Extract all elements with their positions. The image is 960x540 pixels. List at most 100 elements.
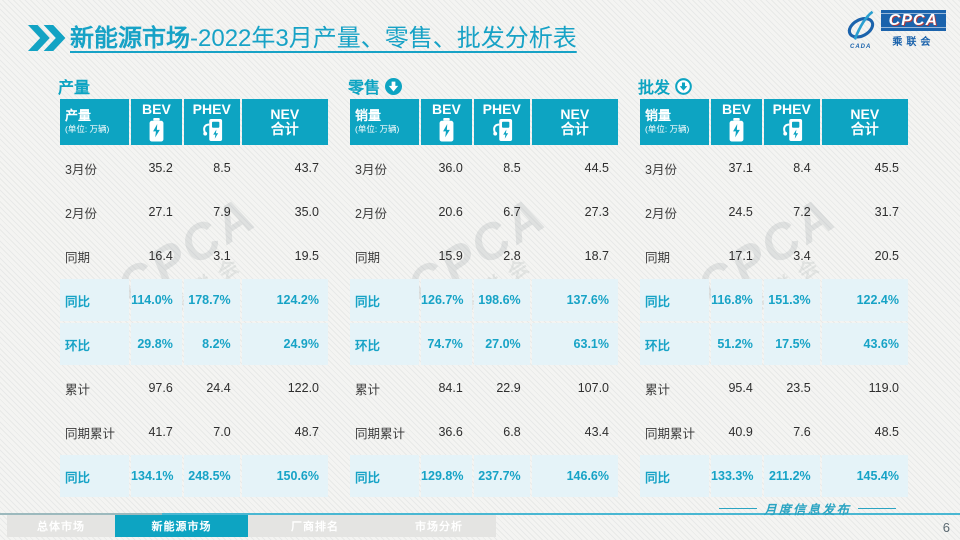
section-title-retail: 零售	[348, 80, 381, 97]
row-label: 同期累计	[645, 426, 696, 441]
column-label: NEV 合计	[270, 106, 300, 137]
value-cell: 16.4	[148, 249, 173, 263]
value-cell: 27.0%	[473, 323, 530, 365]
logo-text-block: CPCA 乘联会	[880, 10, 947, 48]
header-row: 销量 (单位: 万辆) BEV PHEV NEV 合计	[640, 99, 908, 145]
section-title-wholesale: 批发	[638, 80, 671, 97]
double-chevron-icon	[28, 24, 68, 57]
table-row: 环比 51.2% 17.5% 43.6%	[640, 323, 908, 365]
column-header-nev-total: NEV 合计	[241, 99, 328, 145]
column-label: NEV 合计	[560, 106, 590, 137]
value-cell: 24.9%	[241, 323, 328, 365]
value-cell: 2.8	[503, 249, 521, 263]
value-cell: 129.8%	[421, 455, 472, 497]
table-measure-label: 销量	[355, 108, 382, 124]
table-row: 同比 126.7% 198.6% 137.6%	[350, 279, 618, 321]
data-table-retail: 销量 (单位: 万辆) BEV PHEV NEV 合计 3月份 36.0 8.5 44.5 2月份…	[348, 97, 620, 499]
table-row: 同比 116.8% 151.3% 122.4%	[640, 279, 908, 321]
footer-tab-bar: 总体市场 新能源市场 厂商排名 市场分析	[7, 515, 496, 537]
tab-oem-ranking[interactable]: 厂商排名	[248, 515, 382, 537]
value-cell: 126.7%	[421, 279, 472, 321]
row-label: 3月份	[355, 162, 387, 177]
value-cell: 8.5	[503, 161, 521, 175]
value-cell: 178.7%	[183, 279, 240, 321]
column-header-bev: BEV	[131, 99, 182, 145]
table-row: 环比 29.8% 8.2% 24.9%	[60, 323, 328, 365]
filled-down-circle-icon	[385, 77, 403, 95]
table-measure-label: 销量	[645, 108, 672, 124]
table-row: 2月份 27.1 7.9 35.0	[60, 191, 328, 233]
row-label: 环比	[640, 323, 710, 365]
row-label: 同期	[355, 250, 381, 265]
row-label: 3月份	[645, 162, 677, 177]
value-cell: 36.0	[438, 161, 463, 175]
column-label: BEV	[432, 101, 461, 118]
table-row: 同比 133.3% 211.2% 145.4%	[640, 455, 908, 497]
value-cell: 43.6%	[821, 323, 908, 365]
section-head-retail: 零售	[348, 76, 620, 97]
page-number: 6	[942, 520, 950, 535]
value-cell: 107.0	[577, 381, 609, 395]
footer-note-text: 月度信息发布	[763, 502, 851, 517]
value-cell: 6.8	[503, 425, 521, 439]
row-label: 同比	[640, 279, 710, 321]
header-row: 销量 (单位: 万辆) BEV PHEV NEV 合计	[350, 99, 618, 145]
panel-production: 产量 产量 (单位: 万辆) BEV PHEV NEV 合计 3月份 35.2 8.5 43.7 2…	[58, 76, 330, 499]
value-cell: 7.6	[793, 425, 811, 439]
table-row: 同期累计 41.7 7.0 48.7	[60, 411, 328, 453]
row-label: 环比	[350, 323, 420, 365]
value-cell: 122.4%	[821, 279, 908, 321]
battery-icon	[729, 117, 744, 142]
table-corner-cell: 产量 (单位: 万辆)	[60, 99, 130, 145]
table-row: 累计 97.6 24.4 122.0	[60, 367, 328, 409]
note-dash-right	[858, 508, 896, 509]
value-cell: 7.2	[793, 205, 811, 219]
value-cell: 122.0	[287, 381, 319, 395]
row-label: 同比	[350, 279, 420, 321]
tab-overall-market[interactable]: 总体市场	[7, 515, 115, 537]
value-cell: 8.4	[793, 161, 811, 175]
column-label: PHEV	[772, 101, 811, 118]
value-cell: 29.8%	[131, 323, 182, 365]
logo-chinese-name: 乘联会	[892, 37, 935, 48]
table-row: 3月份 36.0 8.5 44.5	[350, 147, 618, 189]
column-header-nev-total: NEV 合计	[531, 99, 618, 145]
table-unit-label: (单位: 万辆)	[355, 124, 400, 135]
cpca-logo: CADA CPCA 乘联会	[845, 8, 947, 50]
row-label: 3月份	[65, 162, 97, 177]
table-row: 累计 84.1 22.9 107.0	[350, 367, 618, 409]
column-header-nev-total: NEV 合计	[821, 99, 908, 145]
footer-divider-line	[0, 513, 960, 515]
tab-market-analysis[interactable]: 市场分析	[382, 515, 496, 537]
value-cell: 146.6%	[531, 455, 618, 497]
column-header-phev: PHEV	[763, 99, 820, 145]
value-cell: 3.1	[213, 249, 231, 263]
section-title-production: 产量	[58, 80, 91, 97]
row-label: 同比	[350, 455, 420, 497]
charger-icon	[781, 118, 803, 142]
table-corner-cell: 销量 (单位: 万辆)	[350, 99, 420, 145]
row-label: 同期	[645, 250, 671, 265]
data-table-wholesale: 销量 (单位: 万辆) BEV PHEV NEV 合计 3月份 37.1 8.4 45.5 2月份…	[638, 97, 910, 499]
value-cell: 15.9	[438, 249, 463, 263]
value-cell: 6.7	[503, 205, 521, 219]
value-cell: 116.8%	[711, 279, 762, 321]
row-label: 环比	[60, 323, 130, 365]
page-title-highlight: 新能源市场	[70, 25, 190, 52]
data-table-production: 产量 (单位: 万辆) BEV PHEV NEV 合计 3月份 35.2 8.5 43.7 2月份…	[58, 97, 330, 499]
table-row: 同比 134.1% 248.5% 150.6%	[60, 455, 328, 497]
tab-nev-market[interactable]: 新能源市场	[115, 515, 248, 537]
value-cell: 41.7	[148, 425, 173, 439]
table-row: 同期 16.4 3.1 19.5	[60, 235, 328, 277]
table-row: 2月份 20.6 6.7 27.3	[350, 191, 618, 233]
value-cell: 22.9	[496, 381, 521, 395]
value-cell: 48.5	[874, 425, 899, 439]
row-label: 同期累计	[65, 426, 116, 441]
column-label: PHEV	[482, 101, 521, 118]
value-cell: 24.4	[206, 381, 231, 395]
value-cell: 84.1	[438, 381, 463, 395]
logo-acronym: CPCA	[880, 10, 947, 31]
value-cell: 248.5%	[183, 455, 240, 497]
value-cell: 43.7	[294, 161, 319, 175]
